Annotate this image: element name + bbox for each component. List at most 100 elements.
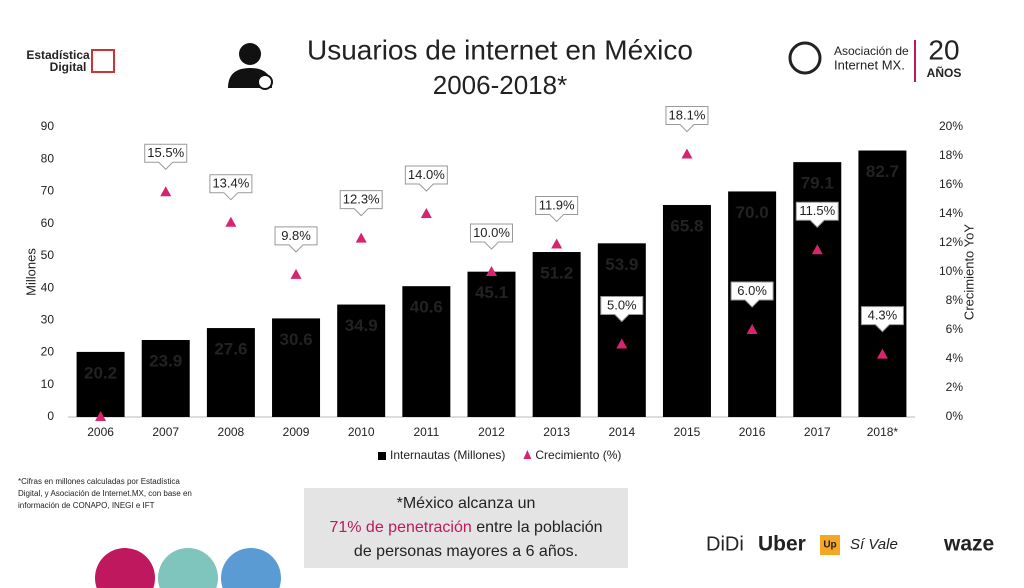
bar xyxy=(76,351,125,417)
bar xyxy=(858,150,907,417)
logo-text: AÑOS xyxy=(927,65,962,80)
decor-circle xyxy=(95,548,155,588)
y2-tick-label: 18% xyxy=(939,148,963,162)
y-tick-label: 50 xyxy=(41,248,55,262)
logo-icon xyxy=(788,41,822,75)
callout-box xyxy=(144,143,188,170)
callout-box xyxy=(304,488,628,568)
y-tick-label: 90 xyxy=(41,119,55,133)
bar xyxy=(662,204,711,417)
y2-tick-label: 16% xyxy=(939,177,963,191)
bar xyxy=(532,252,581,417)
bar-value-label: 79.1 xyxy=(801,174,834,193)
bar-value-label: 40.6 xyxy=(410,298,443,317)
y2-tick-label: 10% xyxy=(939,264,963,278)
bar-value-label: 51.2 xyxy=(540,264,573,283)
sponsor-logo: Up xyxy=(823,540,836,551)
marker-value-label: 10.0% xyxy=(473,225,510,240)
bar-value-label: 82.7 xyxy=(866,162,899,181)
y-tick-label: 70 xyxy=(41,184,55,198)
marker xyxy=(420,208,432,218)
marker xyxy=(95,411,107,421)
chart-title: Usuarios de internet en México xyxy=(307,34,693,65)
y2-tick-label: 12% xyxy=(939,235,963,249)
callout-box xyxy=(209,174,253,201)
bar-value-label: 34.9 xyxy=(345,316,378,335)
sponsor-logo: Sí Vale xyxy=(850,536,898,553)
bar xyxy=(402,286,451,417)
logo-text: Asociación de xyxy=(834,44,909,58)
y-tick-label: 40 xyxy=(41,280,55,294)
y-tick-label: 10 xyxy=(41,377,55,391)
x-tick-label: 2017 xyxy=(804,425,831,439)
marker xyxy=(616,338,628,349)
bar-value-label: 20.2 xyxy=(84,363,117,382)
logo-text: Estadística xyxy=(26,48,90,62)
bar xyxy=(793,162,842,417)
marker xyxy=(551,238,563,249)
y2-tick-label: 2% xyxy=(946,380,964,394)
bar xyxy=(206,328,255,417)
marker-value-label: 11.9% xyxy=(539,197,575,212)
x-tick-label: 2008 xyxy=(218,425,245,439)
x-tick-label: 2012 xyxy=(478,425,505,439)
marker-value-label: 18.1% xyxy=(669,107,706,122)
marker-value-label: 6.0% xyxy=(737,283,767,298)
bar-value-label: 70.0 xyxy=(736,203,769,222)
y2-tick-label: 8% xyxy=(946,293,964,307)
sponsor-logo-bg xyxy=(820,535,840,555)
marker-value-label: 11.5% xyxy=(799,203,835,218)
callout-box xyxy=(665,106,709,133)
x-tick-label: 2016 xyxy=(739,425,766,439)
marker-value-label: 15.5% xyxy=(147,145,184,160)
bar xyxy=(597,243,646,417)
marker xyxy=(225,216,237,227)
sponsor-logo: Uber xyxy=(758,533,806,556)
y2-axis-title: Crecimiento YoY xyxy=(961,224,976,320)
y-tick-label: 30 xyxy=(41,313,55,327)
marker-value-label: 14.0% xyxy=(408,167,445,182)
x-tick-label: 2011 xyxy=(413,425,439,439)
legend-label: Internautas (Millones) xyxy=(390,448,505,462)
globe-icon xyxy=(257,74,273,90)
y2-tick-label: 20% xyxy=(939,119,963,133)
bar-value-label: 27.6 xyxy=(214,340,247,359)
footnote: *Cifras en millones calculadas por Estad… xyxy=(18,477,180,486)
decor-circle xyxy=(221,548,281,588)
callout-box xyxy=(795,201,839,228)
marker xyxy=(681,148,693,159)
callout-box xyxy=(600,296,644,323)
marker xyxy=(876,348,888,359)
callout-box xyxy=(274,226,318,253)
marker xyxy=(746,324,758,334)
legend-label: Crecimiento (%) xyxy=(535,448,621,462)
x-tick-label: 2013 xyxy=(543,425,570,439)
bar xyxy=(467,271,516,417)
callout-box xyxy=(404,165,448,192)
logo-text: 20 xyxy=(928,34,959,65)
y2-tick-label: 14% xyxy=(939,206,963,220)
y-tick-label: 0 xyxy=(47,409,54,423)
marker xyxy=(160,186,172,197)
sponsor-logo: DiDi xyxy=(706,533,744,555)
logo-icon xyxy=(91,49,115,73)
user-icon xyxy=(239,43,261,65)
x-tick-label: 2015 xyxy=(674,425,701,439)
bar xyxy=(272,318,321,417)
marker-value-label: 12.3% xyxy=(343,192,380,207)
logo-text: Internet MX. xyxy=(834,57,905,72)
x-tick-label: 2014 xyxy=(608,425,635,439)
sponsor-logo: waze xyxy=(943,533,994,556)
decor-circle xyxy=(158,548,218,588)
x-tick-label: 2010 xyxy=(348,425,375,439)
callout-box xyxy=(860,306,904,333)
bar-value-label: 30.6 xyxy=(279,330,312,349)
callout-box xyxy=(730,281,774,308)
callout-box xyxy=(535,195,579,223)
x-tick-label: 2006 xyxy=(87,425,114,439)
marker xyxy=(355,232,367,243)
footnote: información de CONAPO, INEGI e IFT xyxy=(18,501,155,510)
chart-subtitle: 2006-2018* xyxy=(433,70,567,100)
y-tick-label: 80 xyxy=(41,151,55,165)
